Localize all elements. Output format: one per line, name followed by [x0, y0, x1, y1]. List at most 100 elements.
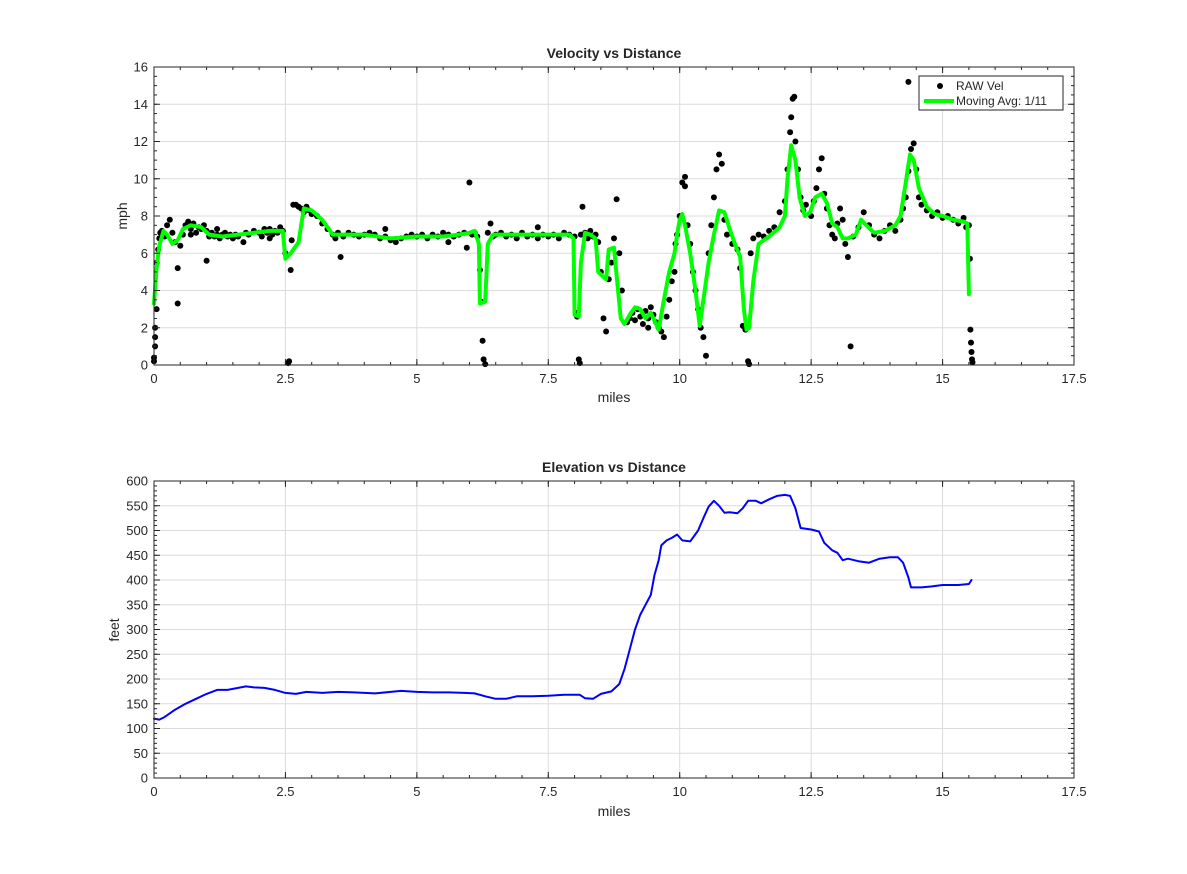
raw-vel-point	[776, 209, 783, 216]
raw-vel-point	[487, 220, 494, 227]
raw-vel-point	[382, 226, 389, 232]
velocity-axes: Velocity vs Distance miles mph 0 2.5 5 7.5 1…	[114, 45, 1087, 405]
raw-vel-point	[288, 237, 295, 244]
raw-vel-point	[174, 300, 181, 307]
elevation-series-line-elevation	[153, 493, 973, 721]
raw-vel-point	[905, 78, 912, 85]
raw-vel-point	[187, 231, 194, 238]
raw-vel-point	[166, 216, 173, 223]
elevation-x-tick-label: 5	[413, 784, 420, 799]
raw-vel-point	[842, 240, 849, 247]
legend-raw-vel-marker	[937, 83, 943, 89]
elevation-x-tick-label: 15	[935, 784, 949, 799]
velocity-y-tick-label: 12	[134, 134, 148, 149]
velocity-series-line-moving-avg-1-11	[152, 143, 971, 332]
raw-vel-point	[555, 235, 562, 242]
raw-vel-point	[579, 203, 586, 210]
raw-vel-point	[534, 235, 541, 242]
raw-vel-point	[755, 231, 762, 238]
raw-vel-point	[611, 235, 617, 242]
raw-vel-point	[839, 216, 846, 223]
raw-vel-point	[177, 242, 184, 249]
velocity-legend: RAW Vel Moving Avg: 1/11	[918, 75, 1064, 111]
raw-vel-point	[787, 129, 794, 136]
elevation-x-axis-label: miles	[598, 803, 631, 819]
elevation-y-tick-label: 150	[126, 696, 148, 711]
velocity-x-tick-label: 0	[150, 371, 157, 386]
raw-vel-point	[600, 315, 607, 322]
elevation-y-tick-label: 300	[126, 622, 148, 637]
raw-vel-point	[910, 140, 917, 147]
raw-vel-point	[645, 324, 652, 331]
raw-vel-point	[788, 114, 795, 121]
raw-vel-point	[818, 155, 825, 162]
raw-vel-point	[671, 268, 678, 275]
raw-vel-point	[708, 222, 715, 229]
raw-vel-point	[169, 229, 176, 236]
elevation-x-tick-label: 0	[150, 784, 157, 799]
raw-vel-point	[792, 138, 799, 145]
raw-vel-point	[968, 339, 974, 346]
raw-vel-point	[632, 317, 638, 324]
elevation-x-tick-label: 10	[672, 784, 686, 799]
raw-vel-point	[185, 218, 192, 225]
elevation-y-tick-label: 250	[126, 647, 148, 662]
raw-vel-point	[337, 254, 344, 260]
elevation-ticks: 0 2.5 5 7.5 10 12.5 15 17.5 0 50 100 150 200 250 300 35…	[126, 474, 1086, 800]
raw-vel-point	[258, 233, 265, 240]
velocity-x-tick-label: 17.5	[1061, 371, 1086, 386]
velocity-y-tick-label: 16	[134, 60, 148, 75]
elevation-x-tick-label: 17.5	[1061, 784, 1086, 799]
raw-vel-point	[747, 250, 754, 257]
raw-vel-point	[660, 334, 667, 341]
legend-moving-avg-label: Moving Avg: 1/11	[956, 94, 1047, 108]
raw-vel-point	[918, 201, 925, 208]
velocity-y-tick-label: 2	[141, 320, 148, 335]
raw-vel-point	[876, 235, 883, 242]
raw-vel-point	[466, 179, 473, 186]
velocity-x-tick-label: 15	[935, 371, 949, 386]
raw-vel-point	[816, 166, 822, 173]
raw-vel-point	[332, 235, 339, 242]
raw-vel-point	[700, 334, 707, 341]
raw-vel-point	[969, 359, 976, 366]
raw-vel-point	[534, 224, 541, 231]
raw-vel-point	[203, 257, 210, 264]
velocity-plot-area	[151, 78, 976, 368]
raw-vel-point	[463, 244, 470, 251]
velocity-x-axis-label: miles	[598, 389, 631, 405]
legend-raw-vel-label: RAW Vel	[956, 79, 1004, 93]
velocity-y-tick-label: 6	[141, 246, 148, 261]
raw-vel-point	[724, 231, 730, 238]
raw-vel-point	[682, 183, 688, 190]
raw-vel-point	[647, 304, 654, 311]
raw-vel-point	[908, 146, 914, 152]
legend-box	[918, 75, 1064, 111]
raw-vel-point	[482, 361, 489, 368]
raw-vel-point	[802, 201, 809, 208]
velocity-chart-title: Velocity vs Distance	[547, 45, 682, 61]
raw-vel-point	[892, 227, 899, 234]
elevation-plot-area	[153, 493, 973, 721]
velocity-y-tick-label: 0	[141, 358, 148, 373]
elevation-y-tick-label: 350	[126, 597, 148, 612]
raw-vel-point	[484, 229, 491, 236]
raw-vel-point	[718, 160, 725, 167]
raw-vel-point	[240, 239, 247, 246]
raw-vel-point	[608, 259, 615, 266]
elevation-x-tick-label: 2.5	[276, 784, 294, 799]
raw-vel-point	[445, 239, 452, 246]
raw-vel-point	[713, 166, 720, 173]
raw-vel-point	[214, 226, 221, 232]
elevation-y-tick-label: 50	[134, 746, 148, 761]
velocity-ticks: 0 2.5 5 7.5 10 12.5 15 17.5 0 2 4 6 8 10 12 14 16	[134, 60, 1087, 387]
raw-vel-point	[479, 337, 486, 344]
raw-vel-point	[663, 313, 670, 320]
velocity-y-tick-label: 14	[134, 97, 148, 112]
velocity-x-tick-label: 12.5	[798, 371, 823, 386]
raw-vel-point	[618, 287, 625, 294]
raw-vel-point	[750, 235, 757, 242]
elevation-y-tick-label: 200	[126, 672, 148, 687]
velocity-y-tick-label: 8	[141, 209, 148, 224]
